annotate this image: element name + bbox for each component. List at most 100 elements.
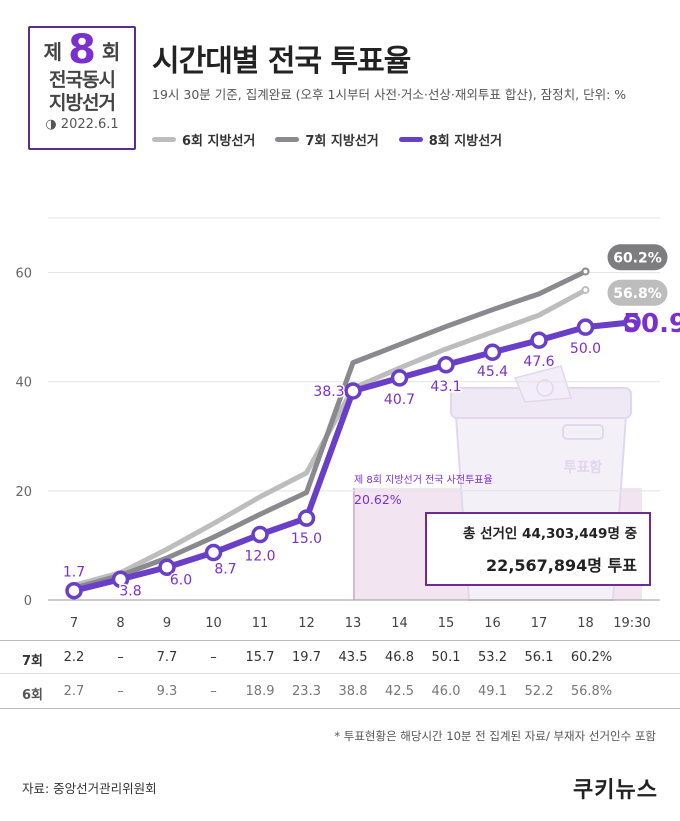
data-point-8 xyxy=(65,581,83,600)
table-cell: – xyxy=(117,684,124,699)
early-voting-label: 제 8회 지방선거 전국 사전투표율 xyxy=(354,475,493,486)
x-tick-label: 19:30 xyxy=(613,616,650,631)
table-row-label: 6회 xyxy=(22,688,44,703)
data-label-8: 50.0 xyxy=(570,341,601,357)
x-tick-label: 14 xyxy=(391,616,408,631)
page-title: 시간대별 전국 투표율 xyxy=(152,44,411,79)
source-credit: 자료: 중앙선거관리위원회 xyxy=(22,781,157,796)
page-subtitle: 19시 30분 기준, 집계완료 (오후 1시부터 사전·거소·선상·재외투표 … xyxy=(152,87,627,102)
data-label-8: 45.4 xyxy=(477,364,508,380)
logo-number: 8 xyxy=(68,27,96,73)
total-voters-line1: 총 선거인 44,303,449명 중 xyxy=(462,526,637,542)
table-row-label: 7회 xyxy=(22,654,44,669)
early-voting-value: 20.62% xyxy=(354,492,402,507)
data-label-8: 38.3 xyxy=(313,384,344,400)
table-cell: 19.7 xyxy=(292,650,321,665)
y-tick-label: 0 xyxy=(24,594,32,609)
series-line-7 xyxy=(71,268,588,591)
x-tick-label: 13 xyxy=(345,616,362,631)
table-cell: 46.0 xyxy=(431,684,461,699)
data-point-8 xyxy=(390,369,409,387)
total-voters-box: 총 선거인 44,303,449명 중 22,567,894명 투표 xyxy=(425,512,651,586)
data-label-8: 47.6 xyxy=(523,354,554,370)
y-tick-label: 40 xyxy=(15,376,32,391)
ballot-box-handle xyxy=(562,424,604,440)
table-cell: 7.7 xyxy=(156,650,178,665)
y-tick-label: 60 xyxy=(15,267,32,282)
logo-suffix: 회 xyxy=(101,39,121,64)
end-label-6-badge xyxy=(607,279,668,306)
data-label-8: 43.1 xyxy=(430,379,461,395)
table-cell: 42.5 xyxy=(385,684,414,699)
table-row-7: 7회 2.2 – 7.7 – 15.7 19.7 43.5 46.8 50.1 53.2 56.1 6… xyxy=(0,640,680,674)
table-cell: 18.9 xyxy=(245,684,275,699)
table-cell: – xyxy=(117,650,124,665)
data-label-8: 15.0 xyxy=(291,531,322,547)
data-point-8 xyxy=(437,356,455,374)
data-point-8 xyxy=(158,558,176,577)
x-tick-label: 12 xyxy=(298,616,315,631)
x-tick-label: 10 xyxy=(205,616,222,631)
table-cell: 38.8 xyxy=(338,684,368,699)
ballot-paper xyxy=(513,365,572,403)
legend-swatch-6 xyxy=(152,137,176,142)
x-tick-label: 8 xyxy=(116,616,124,631)
logo-prefix: 제 xyxy=(43,39,63,64)
x-tick-label: 15 xyxy=(438,616,455,631)
data-point-8 xyxy=(483,343,502,361)
data-point-8 xyxy=(297,509,316,527)
x-tick-label: 9 xyxy=(163,616,171,631)
x-tick-label: 18 xyxy=(577,616,594,631)
early-voting-band-edge xyxy=(353,488,355,600)
table-cell: 46.8 xyxy=(385,650,414,665)
table-cell: 49.1 xyxy=(478,684,507,699)
table-cell: 15.7 xyxy=(245,650,275,665)
series-end-point-6 xyxy=(581,286,590,295)
legend-item-6: 6회 지방선거 xyxy=(152,130,255,149)
ballot-icon: ◑ xyxy=(45,117,61,132)
table-cell: 53.2 xyxy=(478,650,507,665)
legend-item-7: 7회 지방선거 xyxy=(275,130,379,149)
table-cell: 52.2 xyxy=(524,684,554,699)
ballot-stamp-icon xyxy=(536,379,554,397)
logo-line2: 지방선거 xyxy=(49,92,116,114)
chart-legend: 6회 지방선거 7회 지방선거 8회 지방선거 xyxy=(152,130,502,149)
table-cell: 56.8% xyxy=(570,684,613,699)
table-cell: 2.2 xyxy=(63,650,85,665)
data-label-8: 3.8 xyxy=(119,583,141,599)
legend-label-7: 7회 지방선거 xyxy=(305,134,379,149)
data-point-8 xyxy=(530,331,548,349)
table-cell: – xyxy=(210,684,217,699)
data-label-8: 12.0 xyxy=(244,549,275,565)
data-point-8 xyxy=(251,525,269,544)
legend-label-8: 8회 지방선거 xyxy=(428,134,503,149)
end-label-7-badge xyxy=(607,244,668,271)
data-point-8 xyxy=(576,318,595,336)
data-label-8: 1.7 xyxy=(63,565,85,581)
table-cell: 60.2% xyxy=(570,650,613,665)
end-label-6: 56.8% xyxy=(613,286,662,302)
footnote: * 투표현황은 해당시간 10분 전 집계된 자료/ 부재자 선거인수 포함 xyxy=(334,729,656,743)
series-end-point-7 xyxy=(581,267,590,276)
legend-swatch-7 xyxy=(275,137,300,142)
table-cell: 50.1 xyxy=(431,650,461,665)
x-tick-label: 17 xyxy=(531,616,548,631)
legend-swatch-8 xyxy=(398,137,423,142)
end-label-7: 60.2% xyxy=(613,250,662,266)
data-point-8 xyxy=(623,313,641,331)
table-cell: 23.3 xyxy=(292,684,321,699)
election-logo: 제 8 회 전국동시 지방선거 ◑ 2022.6.1 xyxy=(28,26,136,150)
y-tick-label: 20 xyxy=(15,485,32,500)
table-row-6: 6회 2.7 – 9.3 – 18.9 23.3 38.8 42.5 46.0 49.1 52.2 5… xyxy=(0,675,680,709)
x-tick-label: 16 xyxy=(484,616,501,631)
data-point-8 xyxy=(111,570,130,589)
logo-line1: 전국동시 xyxy=(49,69,116,91)
table-cell: 2.7 xyxy=(63,684,85,699)
data-point-8 xyxy=(344,382,362,400)
data-point-8 xyxy=(204,543,223,562)
table-cell: 56.1 xyxy=(524,650,554,665)
table-cell: 9.3 xyxy=(156,684,178,699)
data-label-8: 50.9% xyxy=(623,309,680,339)
table-cell: 43.5 xyxy=(338,650,368,665)
data-label-8: 8.7 xyxy=(214,562,236,578)
